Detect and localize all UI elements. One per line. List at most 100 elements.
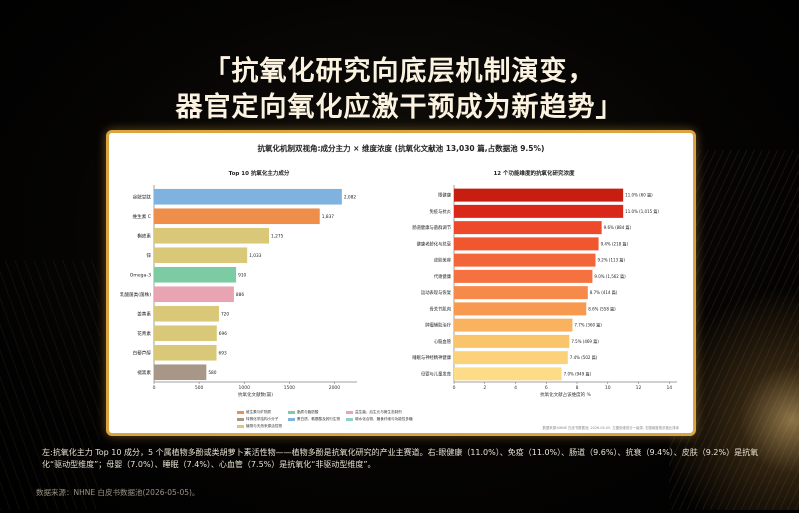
data-label: 2,082: [344, 194, 357, 200]
category-label: 褪黑素: [137, 369, 151, 376]
data-label: 11.0% (1,015 篇): [625, 208, 659, 214]
data-label: 9.4% (218 篇): [601, 240, 629, 246]
legend-label: 碳水化合物、膳食纤维与功能性多糖: [355, 417, 413, 421]
category-label: 槲皮素: [137, 232, 151, 239]
x-tick-label: 10: [605, 385, 611, 391]
x-tick-label: 14: [666, 385, 672, 391]
category-label: 运动表现与恢复: [421, 289, 452, 296]
data-label: 7.7% (360 篇): [574, 322, 602, 328]
legend-swatch: [346, 410, 354, 415]
bar: [454, 188, 624, 202]
category-label: 谷胱甘肽: [133, 193, 152, 200]
legend-item: 脂质与脂肪酸: [287, 410, 340, 415]
category-label: 乳酸菌类(菌株): [120, 291, 151, 298]
category-label: 代谢健康: [434, 273, 452, 280]
legend-item: 特殊化学结构小分子: [237, 417, 282, 422]
category-label: 花青素: [137, 330, 151, 337]
data-label: 11.0% (60 篇): [625, 192, 653, 198]
left-chart-title: Top 10 抗氧化主力成分: [228, 171, 290, 177]
x-tick-label: 8: [576, 385, 579, 391]
x-tick-label: 4: [514, 385, 517, 391]
footer-source: 数据来源：NHNE 白皮书数据池(2026-05-05)。: [36, 488, 200, 497]
legend-swatch: [287, 410, 295, 415]
decorative-lines-left: [0, 260, 100, 510]
bar: [454, 269, 593, 283]
bar: [454, 318, 573, 332]
x-tick-label: 2000: [329, 385, 341, 391]
bar: [154, 305, 219, 322]
data-label: 7.5% (469 篇): [571, 338, 599, 344]
data-label: 693: [219, 350, 227, 356]
category-label: 白藜芦醇: [133, 349, 152, 356]
x-tick-label: 500: [195, 385, 204, 391]
legend-label: 维生素与矿物质: [246, 410, 272, 414]
left-bar-chart: 0 500 1000 1500 2000 抗氧化文献数(篇) 谷胱甘肽 2,082 维生素 C 1…: [120, 185, 357, 398]
legend-label: 蛋白质、氨基酸及其衍生物: [296, 417, 341, 421]
category-label: 肠道健康与菌群调节: [412, 224, 451, 231]
chart-card: 抗氧化机制双视角:成分主力 × 维度浓度 (抗氧化文献池 13,030 篇,占数…: [106, 130, 696, 436]
bar: [454, 204, 624, 218]
bar: [154, 247, 248, 264]
headline-line-2: 器官定向氧化应激干预成为新趋势」: [175, 92, 624, 123]
bar: [454, 351, 568, 365]
legend-label: 特殊化学结构小分子: [246, 417, 279, 421]
legend-item: 维生素与矿物质: [237, 410, 282, 415]
data-label: 910: [238, 272, 246, 278]
category-label: 锌: [146, 252, 151, 259]
caption: 左:抗氧化主力 Top 10 成分，5 个属植物多酚或类胡萝卜素活性物——植物多…: [42, 448, 759, 469]
data-label: 8.6% (558 篇): [588, 305, 616, 311]
category-label: 皮肤美容: [434, 257, 452, 264]
data-label: 7.0% (949 篇): [564, 370, 592, 376]
data-label: 9.0% (1,562 篇): [594, 273, 626, 279]
legend-item: 碳水化合物、膳食纤维与功能性多糖: [346, 417, 413, 422]
data-label: 9.2% (113 篇): [597, 257, 625, 263]
x-tick-label: 0: [453, 385, 456, 391]
data-label: 1,033: [249, 253, 262, 259]
legend-item: 植物与天然来源活性物: [237, 424, 282, 429]
bar: [154, 188, 342, 205]
right-bar-chart: 0 2 4 6 8 10 12 14 抗氧化文献占该维度的 % 眼健康 11.0% (60 篇) 免疫…: [412, 185, 677, 398]
legend-label: 益生菌、后生元与微生态制剂: [355, 410, 402, 414]
bar: [154, 364, 207, 381]
card-source-note: 数据来源:NHNE 白皮书数据池, 2026-05-05. 左图依维成分一级类;…: [542, 426, 679, 430]
bar: [154, 266, 237, 283]
bar: [154, 325, 217, 342]
x-tick-label: 2: [483, 385, 486, 391]
category-label: 免疫与抗炎: [430, 208, 452, 215]
category-label: 眼健康: [438, 192, 452, 199]
x-tick-label: 12: [636, 385, 642, 391]
x-axis-label: 抗氧化文献数(篇): [238, 391, 273, 398]
category-label: 维生素 C: [133, 213, 151, 220]
x-tick-label: 1500: [284, 385, 296, 391]
bar: [154, 208, 320, 225]
bar: [454, 286, 588, 300]
chart-legend: 维生素与矿物质 脂质与脂肪酸 益生菌、后生元与微生态制剂特殊化学结构小分子 蛋白质、氨…: [237, 410, 413, 429]
data-label: 9.6% (884 篇): [604, 224, 632, 230]
data-label: 8.7% (414 篇): [590, 289, 618, 295]
data-label: 886: [236, 292, 244, 298]
legend-label: 脂质与脂肪酸: [296, 410, 319, 414]
legend-swatch: [237, 424, 244, 429]
category-label: 姜黄素: [137, 310, 151, 317]
headline: 「抗氧化研究向底层机制演变， 器官定向氧化应激干预成为新趋势」: [0, 54, 799, 126]
headline-line-1: 「抗氧化研究向底层机制演变，: [203, 56, 596, 87]
category-label: Omega-3: [130, 272, 151, 278]
data-label: 720: [221, 311, 229, 317]
right-chart-title: 12 个功能维度的抗氧化研究浓度: [493, 171, 575, 177]
bar: [154, 286, 234, 303]
data-label: 7.4% (502 篇): [570, 354, 598, 360]
card-title: 抗氧化机制双视角:成分主力 × 维度浓度 (抗氧化文献池 13,030 篇,占数…: [257, 144, 545, 153]
bar: [154, 344, 217, 361]
data-label: 1,837: [322, 214, 335, 220]
bar: [454, 302, 587, 316]
category-label: 肿瘤辅助治疗: [425, 322, 451, 329]
data-label: 696: [219, 331, 227, 337]
x-tick-label: 1000: [238, 385, 250, 391]
bar: [454, 334, 570, 348]
x-tick-label: 0: [153, 385, 156, 391]
data-label: 1,275: [271, 233, 284, 239]
legend-swatch: [237, 410, 244, 415]
bar: [454, 253, 596, 267]
category-label: 睡眠与神经精神健康: [412, 354, 451, 361]
legend-swatch: [287, 417, 295, 422]
